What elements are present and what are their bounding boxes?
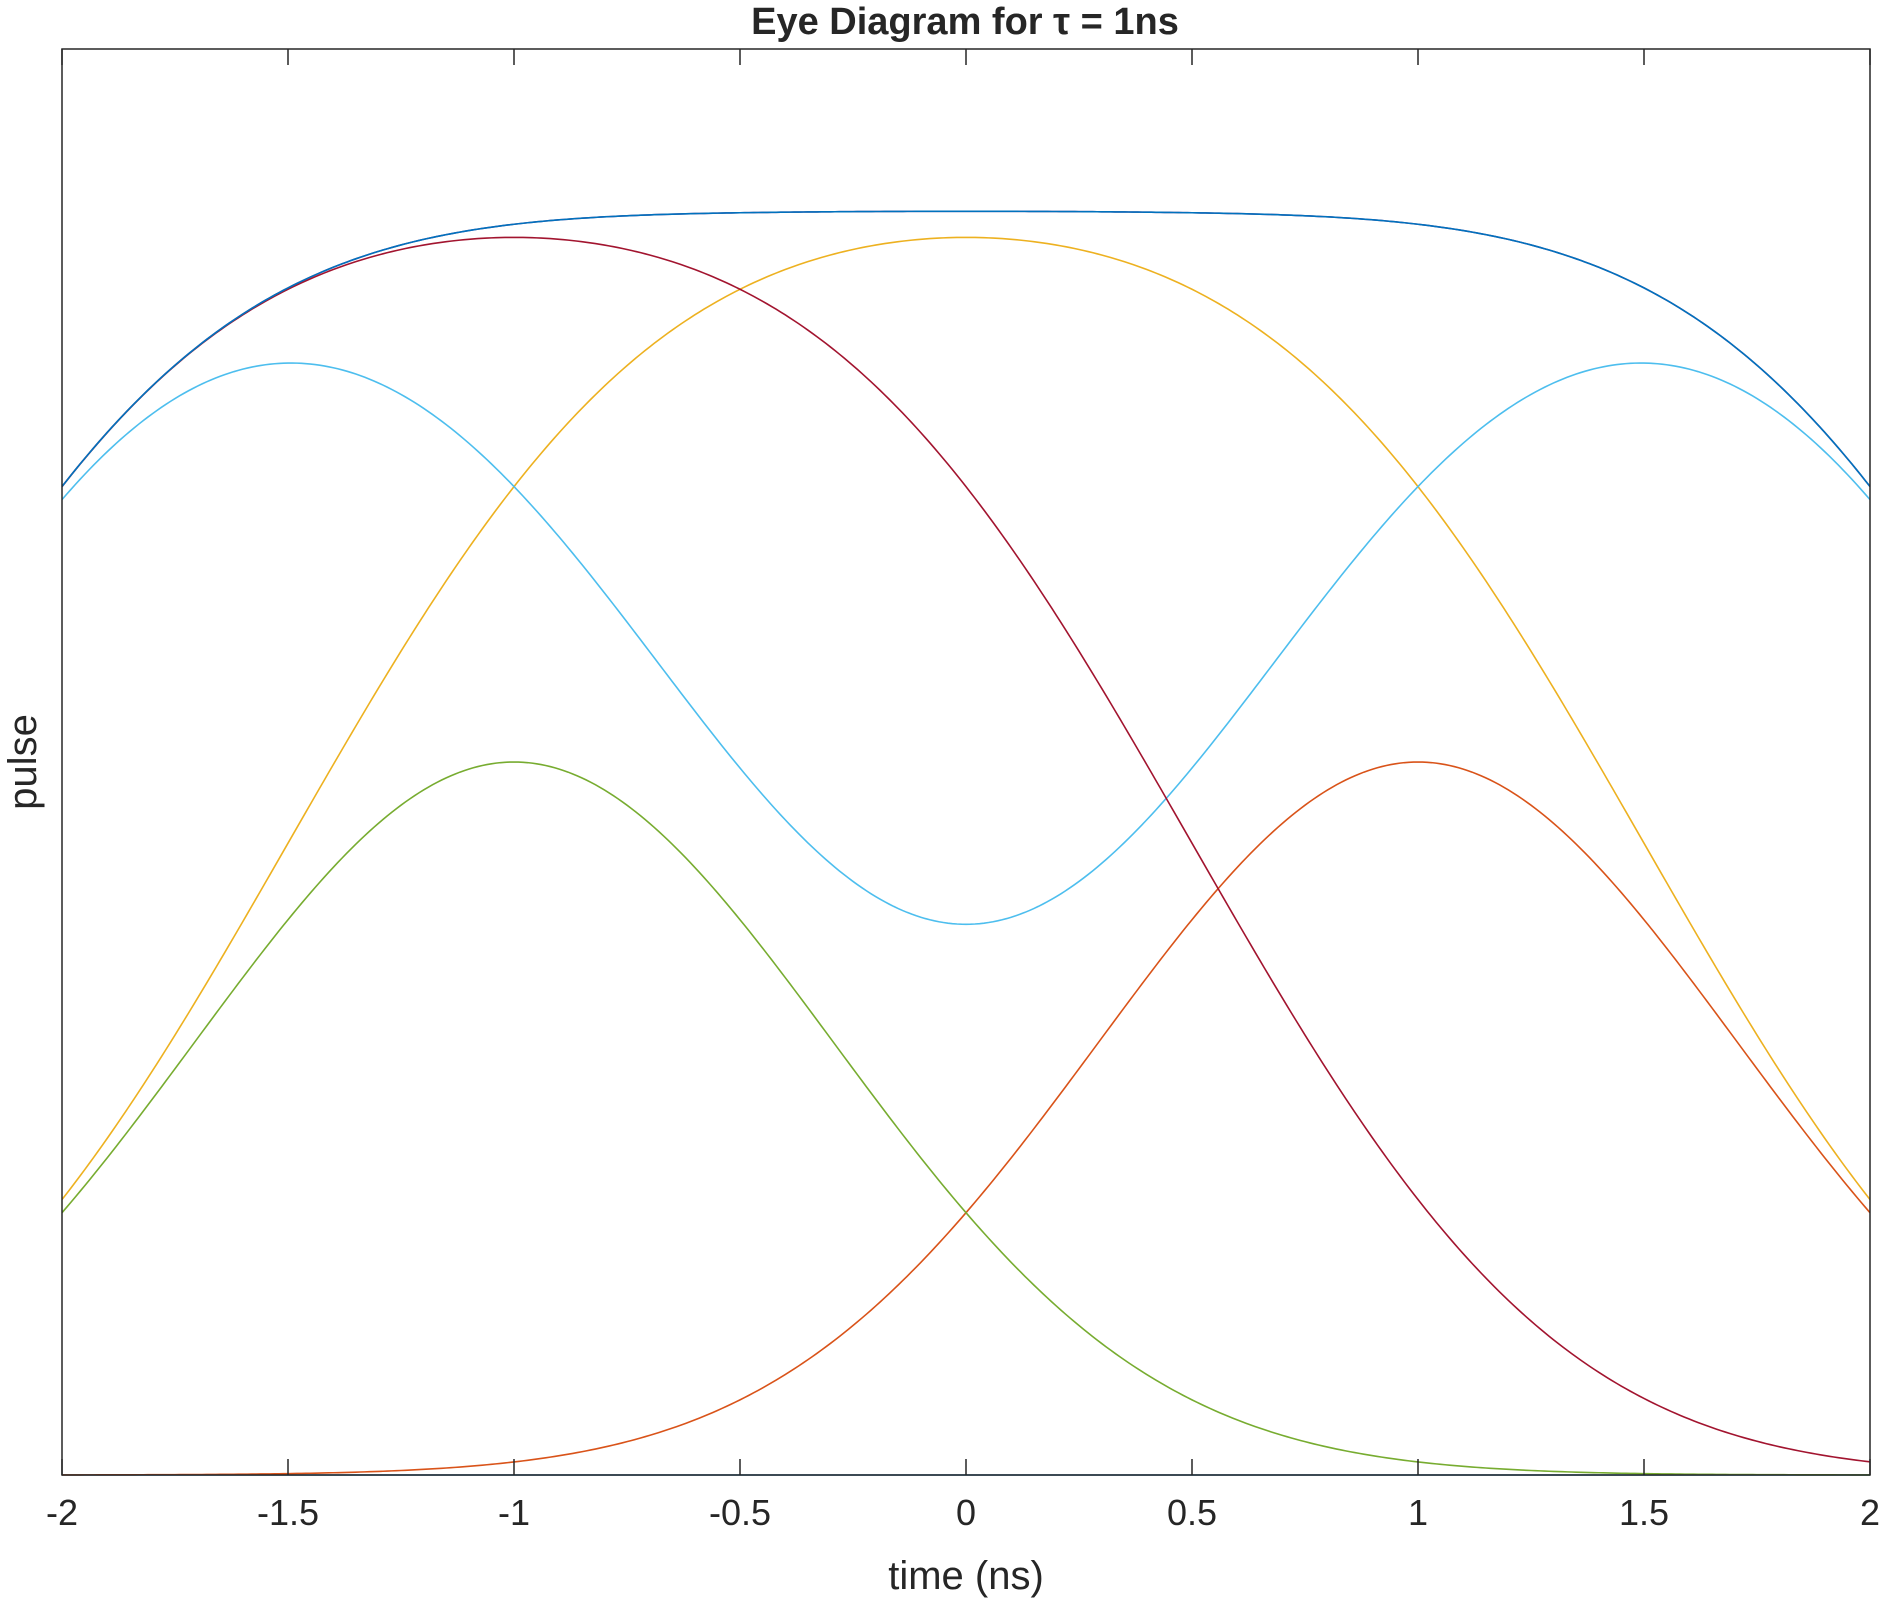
x-tick-label: -0.5 [709,1492,771,1533]
x-tick-label: 2 [1860,1492,1880,1533]
x-tick-label: -1.5 [257,1492,319,1533]
y-axis-label: pulse [1,714,45,810]
x-tick-label: 0.5 [1167,1492,1217,1533]
x-tick-label: 1.5 [1619,1492,1669,1533]
x-tick-label: 1 [1408,1492,1428,1533]
x-tick-label: -2 [46,1492,78,1533]
series-line-3 [61,236,1871,1201]
series-layer [61,210,1871,1476]
x-tick-label: 0 [956,1492,976,1533]
x-axis-label: time (ns) [888,1554,1044,1598]
chart-title: Eye Diagram for τ = 1ns [751,1,1179,43]
series-line-5 [61,761,1870,1476]
plot-area [62,49,1870,1475]
x-tick-label: -1 [498,1492,530,1533]
series-line-6 [61,362,1871,926]
tick-layer: -2 -1.5 -1 -0.5 0 0.5 1 1.5 2 [46,49,1880,1533]
series-line-7 [61,236,1871,1463]
series-line-8 [61,210,1871,488]
